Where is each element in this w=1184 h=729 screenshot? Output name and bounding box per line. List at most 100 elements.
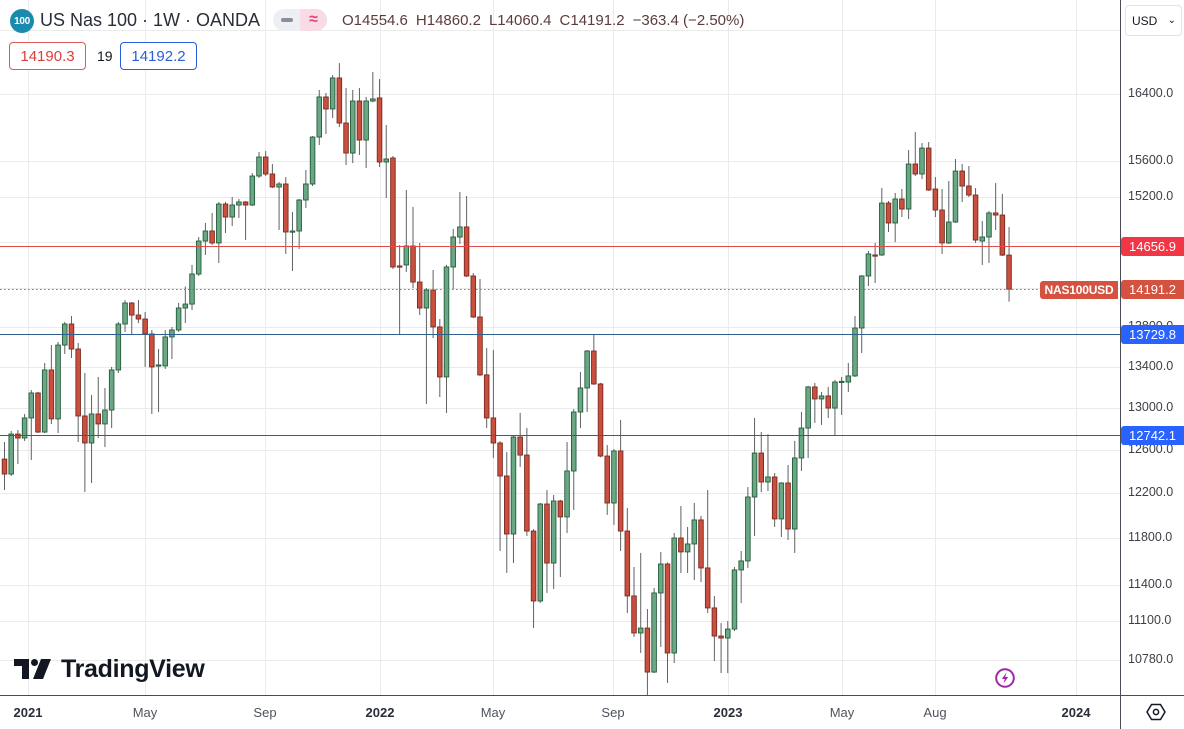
candle-down xyxy=(1006,254,1012,290)
candle-down xyxy=(82,415,88,444)
candle-up xyxy=(979,236,986,242)
candle-down xyxy=(631,595,637,634)
candle-up xyxy=(443,266,450,378)
candle-down xyxy=(323,96,329,110)
candle-up xyxy=(316,96,323,138)
candle-up xyxy=(229,204,235,218)
candle-up xyxy=(296,199,302,232)
candle-up xyxy=(778,482,785,520)
candle-down xyxy=(925,147,932,191)
buy-price-button[interactable]: 14192.2 xyxy=(120,42,197,70)
candle-up xyxy=(845,375,852,383)
candle-up xyxy=(55,344,61,420)
candle-down xyxy=(644,627,651,673)
candle-up xyxy=(256,156,262,177)
settings-icon[interactable] xyxy=(1146,702,1166,722)
candle-down xyxy=(336,77,343,124)
candle-up xyxy=(905,163,912,210)
candle-up xyxy=(738,560,744,571)
tradingview-logo[interactable]: TradingView xyxy=(14,652,205,686)
candle-down xyxy=(437,326,443,378)
candle-up xyxy=(363,100,369,141)
candle-up xyxy=(88,413,95,444)
candle-up xyxy=(383,158,389,163)
candle-up xyxy=(765,476,771,483)
candle-up xyxy=(892,198,898,224)
candle-up xyxy=(155,364,162,367)
candle-down xyxy=(48,369,55,420)
price-tick-label: 15600.0 xyxy=(1128,153,1174,168)
candle-up xyxy=(41,369,48,433)
chart-title[interactable]: US Nas 100 · 1W · OANDA xyxy=(40,10,261,30)
candle-down xyxy=(390,157,396,268)
candle-up xyxy=(671,537,677,654)
lightning-icon[interactable] xyxy=(995,668,1015,688)
candle-up xyxy=(725,628,731,639)
compare-button[interactable]: ≈ xyxy=(300,9,327,31)
symbol-badge[interactable]: 100 xyxy=(10,9,34,33)
candle-up xyxy=(276,183,282,188)
change-value: −363.4 (−2.50%) xyxy=(632,12,745,29)
candle-down xyxy=(591,350,597,385)
sell-price-button[interactable]: 14190.3 xyxy=(9,42,86,70)
low-value: L14060.4 xyxy=(488,12,552,29)
candle-down xyxy=(771,476,778,520)
candle-up xyxy=(303,183,309,201)
legend-toggle-pill[interactable]: ≈ xyxy=(273,9,327,31)
price-tick-label: 12600.0 xyxy=(1128,441,1174,456)
candle-up xyxy=(510,436,517,535)
candle-up xyxy=(584,350,590,389)
candle-down xyxy=(269,173,276,188)
candle-down xyxy=(912,163,919,175)
candle-down xyxy=(812,386,818,400)
chart-grid xyxy=(0,0,1120,695)
candle-up xyxy=(289,230,296,233)
candle-up xyxy=(249,175,256,206)
candle-down xyxy=(356,100,363,141)
candle-up xyxy=(550,500,557,564)
high-value: H14860.2 xyxy=(415,12,481,29)
candle-down xyxy=(899,198,905,210)
approx-icon: ≈ xyxy=(309,11,318,28)
currency-dropdown[interactable]: USD ⌄ xyxy=(1125,5,1182,36)
candle-up xyxy=(791,457,798,530)
candle-down xyxy=(68,323,75,350)
candle-up xyxy=(731,569,738,630)
candle-up xyxy=(946,221,952,244)
resistance-line-price-label: 14656.9 xyxy=(1121,236,1184,256)
hide-button[interactable] xyxy=(273,9,300,31)
candle-down xyxy=(557,500,564,518)
candle-up xyxy=(852,327,858,377)
candle-up xyxy=(986,212,992,238)
candle-up xyxy=(21,417,28,439)
candle-up xyxy=(691,519,698,545)
candle-up xyxy=(858,275,865,329)
hide-icon xyxy=(280,18,293,22)
time-tick-label: May xyxy=(480,705,506,720)
candle-down xyxy=(711,607,718,637)
tradingview-logo-text: TradingView xyxy=(61,654,205,683)
candle-down xyxy=(718,635,724,639)
candle-up xyxy=(28,392,35,419)
candle-up xyxy=(838,380,845,383)
candle-up xyxy=(115,323,122,371)
candle-down xyxy=(704,567,711,609)
price-tick-label: 11100.0 xyxy=(1128,612,1172,627)
candle-down xyxy=(624,530,631,597)
candle-down xyxy=(376,97,383,163)
ohlc-legend: O14554.6 H14860.2 L14060.4 C14191.2 −363.4 (… xyxy=(342,12,744,29)
candle-down xyxy=(75,348,81,417)
horizontal-levels[interactable] xyxy=(0,246,1120,436)
candle-down xyxy=(992,212,999,216)
candle-up xyxy=(370,98,376,102)
time-tick-label: Sep xyxy=(601,705,625,720)
candle-down xyxy=(517,436,523,456)
last-price-line-price-label: 14191.2 xyxy=(1121,279,1184,299)
candle-up xyxy=(195,240,202,275)
candle-up xyxy=(798,427,805,459)
candle-down xyxy=(698,519,704,569)
candle-down xyxy=(664,563,671,654)
candle-up xyxy=(537,503,544,602)
spread-value: 19 xyxy=(97,48,113,64)
